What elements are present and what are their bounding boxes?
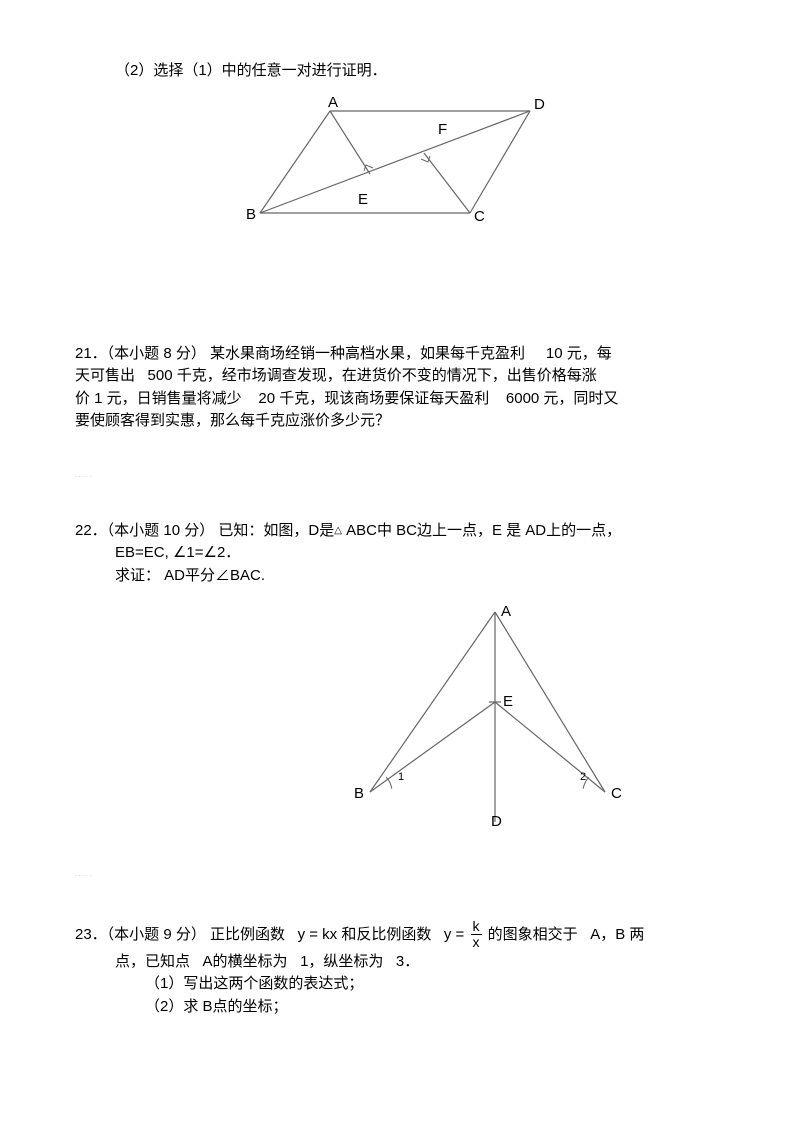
q23-prefix: 23．（本小题 bbox=[75, 926, 159, 943]
q23-t1f: A，B 两 bbox=[590, 926, 644, 943]
q23-line2: 点，已知点 A的横坐标为 1，纵坐标为 3． bbox=[75, 951, 725, 974]
svg-text:D: D bbox=[491, 813, 502, 830]
q22-t1a: 已知：如图，D是 bbox=[218, 522, 334, 539]
frac-num: k bbox=[471, 919, 482, 935]
question-20-part-2: （2）选择（1）中的任意一对进行证明． A D B C E F bbox=[75, 60, 725, 243]
q21-points: 8 分） bbox=[163, 345, 206, 362]
q23-part2: （2）求 B点的坐标； bbox=[75, 996, 725, 1019]
q23-points: 9 分） bbox=[163, 926, 206, 943]
q20-text: （2）选择（1）中的任意一对进行证明． bbox=[75, 60, 725, 83]
q22-line1: 22．（本小题 10 分） 已知：如图，D是△ ABC中 BC边上一点，E 是 … bbox=[75, 520, 725, 543]
q22-line3: 求证： AD平分∠BAC. bbox=[75, 565, 725, 588]
svg-text:E: E bbox=[503, 693, 513, 710]
svg-text:E: E bbox=[358, 191, 368, 208]
q22-prefix: 22．（本小题 bbox=[75, 522, 159, 539]
q23-t1a: 正比例函数 bbox=[210, 926, 285, 943]
question-23: 23．（本小题 9 分） 正比例函数 y = kx 和反比例函数 y = k x… bbox=[75, 919, 725, 1018]
svg-text:B: B bbox=[354, 785, 364, 802]
q23-eq2-pre: y = bbox=[444, 926, 464, 943]
watermark-2: - - - - - bbox=[75, 872, 725, 881]
question-22: 22．（本小题 10 分） 已知：如图，D是△ ABC中 BC边上一点，E 是 … bbox=[75, 520, 725, 833]
q21-t1a: 某水果商场经销一种高档水果，如果每千克盈利 bbox=[210, 345, 525, 362]
q23-eq1: y = kx bbox=[298, 926, 338, 943]
q23-line1: 23．（本小题 9 分） 正比例函数 y = kx 和反比例函数 y = k x… bbox=[75, 919, 725, 951]
q21-line1: 21．（本小题 8 分） 某水果商场经销一种高档水果，如果每千克盈利 10 元，… bbox=[75, 343, 725, 366]
q21-t1b: 10 元，每 bbox=[546, 345, 612, 362]
triangle-symbol: △ bbox=[334, 525, 342, 536]
q22-t1b: ABC中 BC边上一点，E 是 AD上的一点， bbox=[346, 522, 621, 539]
q21-prefix: 21．（本小题 bbox=[75, 345, 159, 362]
q23-t1c: 和反比例函数 bbox=[341, 926, 431, 943]
svg-text:A: A bbox=[328, 94, 338, 111]
q21-t3c: 6000 元，同时又 bbox=[506, 390, 619, 407]
q22-figure: A B C D E 1 2 bbox=[255, 597, 725, 832]
svg-text:C: C bbox=[474, 208, 485, 225]
svg-text:1: 1 bbox=[398, 771, 404, 783]
parallelogram-diagram: A D B C E F bbox=[240, 93, 560, 243]
q20-figure: A D B C E F bbox=[75, 93, 725, 243]
watermark-1: - - - - - bbox=[75, 473, 725, 482]
triangle-diagram: A B C D E 1 2 bbox=[340, 597, 640, 832]
svg-text:2: 2 bbox=[580, 771, 586, 783]
q21-line2: 天可售出 500 千克，经市场调查发现，在进货价不变的情况下，出售价格每涨 bbox=[75, 365, 725, 388]
svg-text:C: C bbox=[611, 785, 622, 802]
fraction-k-over-x: k x bbox=[471, 919, 482, 951]
q21-t2a: 天可售出 bbox=[75, 367, 135, 384]
q22-line2: EB=EC, ∠1=∠2． bbox=[75, 542, 725, 565]
q21-line3: 价 1 元，日销售量将减少 20 千克，现该商场要保证每天盈利 6000 元，同… bbox=[75, 388, 725, 411]
q23-t2d: 3． bbox=[396, 953, 419, 970]
q21-t3a: 价 1 元，日销售量将减少 bbox=[75, 390, 242, 407]
q23-part1: （1）写出这两个函数的表达式； bbox=[75, 973, 725, 996]
q21-t3b: 20 千克，现该商场要保证每天盈利 bbox=[258, 390, 489, 407]
q23-t2b: A的横坐标为 bbox=[203, 953, 288, 970]
question-21: 21．（本小题 8 分） 某水果商场经销一种高档水果，如果每千克盈利 10 元，… bbox=[75, 343, 725, 433]
q23-t1e: 的图象相交于 bbox=[488, 926, 578, 943]
frac-den: x bbox=[471, 935, 482, 950]
q23-t2a: 点，已知点 bbox=[115, 953, 190, 970]
svg-text:F: F bbox=[438, 121, 447, 138]
svg-text:B: B bbox=[246, 206, 256, 223]
q23-t2c: 1，纵坐标为 bbox=[300, 953, 383, 970]
svg-text:D: D bbox=[534, 96, 545, 113]
svg-text:A: A bbox=[501, 603, 511, 620]
q22-points: 10 分） bbox=[163, 522, 214, 539]
q21-t2b: 500 千克，经市场调查发现，在进货价不变的情况下，出售价格每涨 bbox=[148, 367, 597, 384]
q21-line4: 要使顾客得到实惠，那么每千克应涨价多少元？ bbox=[75, 410, 725, 433]
